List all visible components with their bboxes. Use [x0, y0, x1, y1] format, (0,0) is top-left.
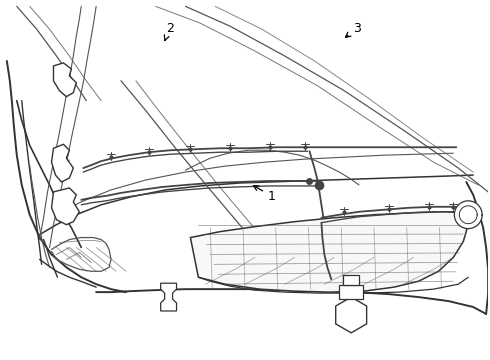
Polygon shape [191, 212, 468, 292]
Text: 3: 3 [345, 22, 361, 37]
Polygon shape [51, 144, 74, 182]
Polygon shape [51, 188, 79, 225]
Text: 2: 2 [164, 22, 173, 41]
Polygon shape [339, 285, 363, 299]
Polygon shape [336, 297, 367, 333]
Polygon shape [454, 201, 482, 229]
Polygon shape [343, 275, 359, 285]
Polygon shape [53, 63, 76, 96]
Polygon shape [161, 283, 176, 311]
Text: 1: 1 [253, 186, 276, 203]
